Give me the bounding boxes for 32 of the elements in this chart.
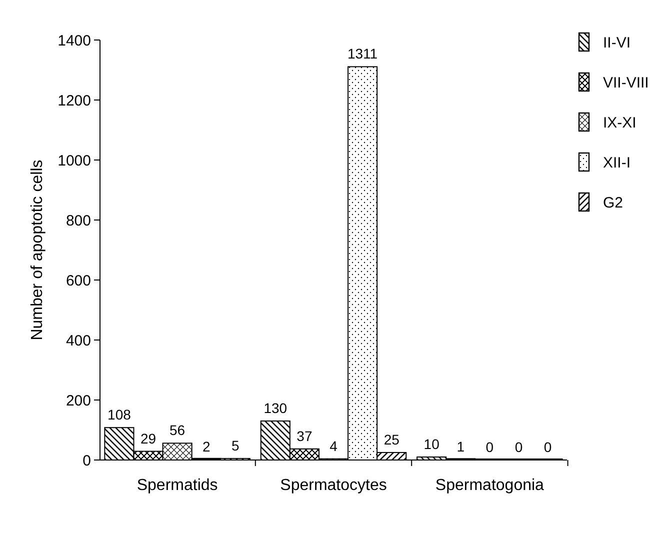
data-label: 56 (170, 422, 186, 438)
legend-label: IX-XI (603, 114, 636, 132)
y-tick-label: 400 (66, 332, 91, 350)
y-axis-title: Number of apoptotic cells (29, 160, 46, 340)
y-tick-label: 200 (66, 392, 91, 410)
data-label: 4 (330, 438, 338, 454)
data-label: 130 (264, 400, 288, 416)
legend-label: G2 (603, 194, 624, 212)
y-tick-label: 600 (66, 272, 91, 290)
x-tick-label: Spermatogonia (435, 477, 544, 494)
data-label: 0 (514, 439, 523, 455)
y-tick-label: 800 (66, 212, 91, 230)
data-label: 1311 (347, 46, 378, 62)
x-tick-label: Spermatids (136, 477, 218, 494)
data-label: 2 (202, 438, 210, 454)
y-tick-label: 1400 (58, 32, 91, 50)
y-tick-label: 1200 (58, 92, 91, 110)
legend-label: II-VI (603, 34, 631, 52)
data-label: 0 (486, 439, 494, 455)
data-label: 108 (108, 406, 132, 423)
data-label: 29 (140, 430, 156, 446)
data-label: 1 (456, 438, 465, 455)
legend-label: VII-VIII (603, 74, 649, 92)
data-label: 10 (424, 436, 440, 452)
legend-label: XII-I (603, 154, 631, 172)
y-tick-label: 1000 (58, 152, 91, 170)
y-tick-label: 0 (82, 452, 91, 470)
data-label: 5 (232, 438, 240, 454)
data-label: 25 (384, 432, 400, 448)
x-tick-label: Spermatocytes (280, 477, 387, 494)
data-label: 0 (544, 439, 552, 455)
data-label: 37 (296, 428, 312, 444)
